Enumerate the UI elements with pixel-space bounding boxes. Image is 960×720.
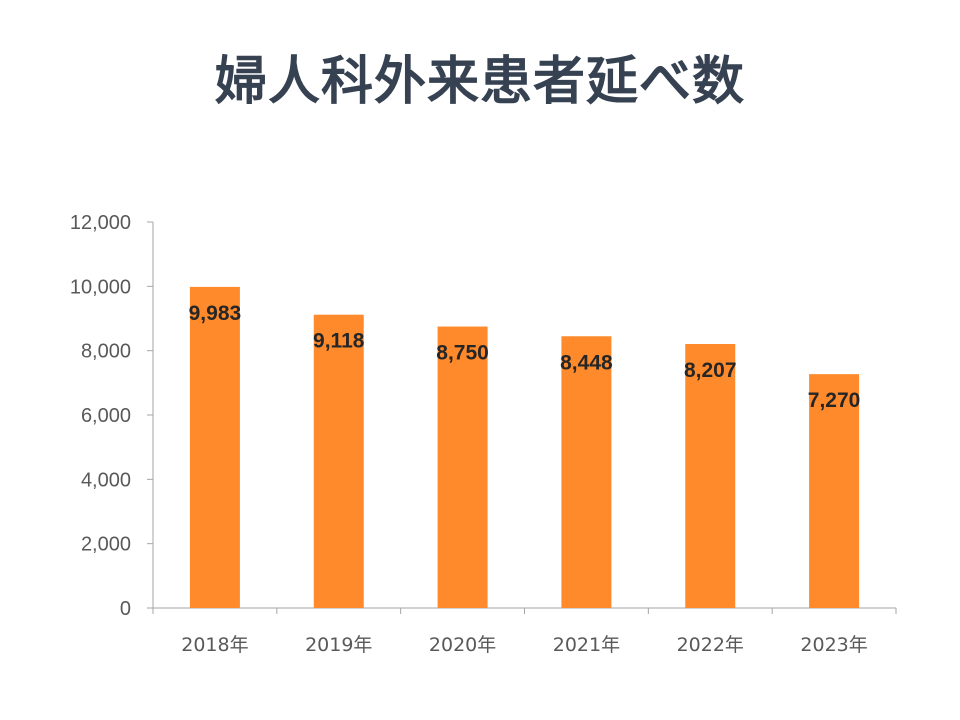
y-tick-label: 6,000: [81, 405, 131, 427]
x-tick-label: 2018年: [181, 634, 248, 656]
bar: [189, 286, 240, 608]
data-labels: 9,983 9,118 8,750 8,448 8,207 7,270: [189, 302, 861, 412]
bars: [189, 286, 860, 608]
x-tick-label: 2021年: [553, 634, 620, 656]
x-tick-label: 2022年: [677, 634, 744, 656]
bar: [561, 336, 612, 608]
x-tick-label: 2020年: [429, 634, 496, 656]
bar: [685, 344, 736, 608]
data-label: 8,448: [560, 351, 613, 374]
y-tick-label: 0: [120, 598, 131, 620]
x-axis: 2018年 2019年 2020年 2021年 2022年 2023年: [152, 607, 897, 656]
data-label: 9,983: [189, 302, 242, 325]
data-label: 8,750: [436, 342, 489, 365]
y-tick-label: 10,000: [70, 276, 131, 298]
data-label: 7,270: [808, 389, 861, 412]
bar: [313, 314, 364, 608]
x-tick-label: 2023年: [800, 634, 867, 656]
y-tick-label: 8,000: [81, 341, 131, 363]
data-label: 9,118: [313, 330, 365, 353]
bar: [437, 326, 488, 608]
y-tick-label: 2,000: [81, 534, 131, 556]
data-label: 8,207: [684, 359, 737, 382]
y-tick-label: 12,000: [70, 212, 131, 234]
y-tick-label: 4,000: [81, 469, 131, 491]
x-tick-label: 2019年: [305, 634, 372, 656]
chart-title: 婦人科外来患者延べ数: [214, 52, 745, 112]
y-axis: 0 2,000 4,000 6,000 8,000 10,000 12,000: [70, 212, 154, 620]
bar: [809, 374, 860, 608]
